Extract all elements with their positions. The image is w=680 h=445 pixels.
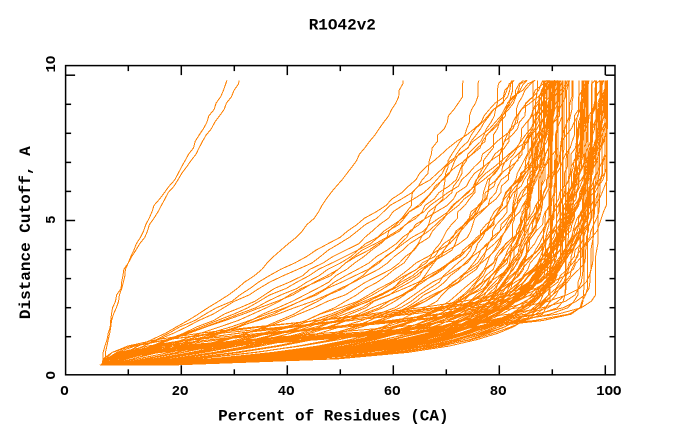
svg-text:4O: 4O <box>278 384 295 400</box>
svg-text:5: 5 <box>44 215 60 223</box>
svg-text:2O: 2O <box>172 384 189 400</box>
svg-text:O: O <box>44 371 60 379</box>
svg-text:6O: 6O <box>384 384 401 400</box>
svg-text:O: O <box>60 384 68 400</box>
svg-text:Percent of Residues (CA): Percent of Residues (CA) <box>218 407 448 425</box>
svg-text:R1O42v2: R1O42v2 <box>309 17 376 35</box>
svg-text:Distance Cutoff, A: Distance Cutoff, A <box>17 146 35 319</box>
svg-text:8O: 8O <box>490 384 507 400</box>
svg-text:1OO: 1OO <box>596 384 621 400</box>
svg-text:1O: 1O <box>44 56 60 73</box>
